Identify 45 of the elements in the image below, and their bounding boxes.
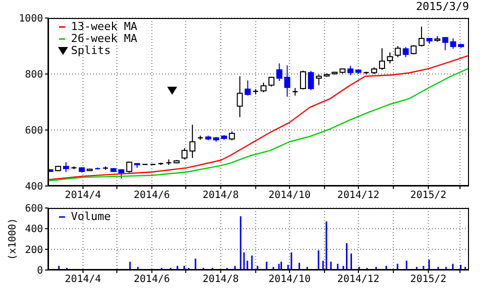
candlestick bbox=[244, 80, 251, 96]
y-tick-label: 1000 bbox=[18, 14, 43, 25]
candlestick bbox=[450, 38, 456, 50]
y-tick-label: 0 bbox=[36, 266, 43, 277]
x-tick-label: 2014/6 bbox=[134, 190, 170, 202]
candlestick bbox=[386, 52, 393, 64]
candlestick bbox=[189, 124, 196, 158]
y-tick-label: 400 bbox=[24, 182, 43, 193]
y-axis-title: (x1000) bbox=[8, 218, 19, 260]
y-tick-label: 200 bbox=[24, 244, 43, 256]
candlestick bbox=[300, 70, 306, 90]
y-tick-label: 600 bbox=[24, 204, 43, 215]
legend-label: 26-week MA bbox=[71, 32, 138, 45]
x-tick-label: 2014/4 bbox=[64, 190, 102, 202]
candlestick bbox=[118, 168, 124, 179]
x-tick-label: 2014/12 bbox=[337, 190, 380, 202]
candlestick bbox=[63, 162, 70, 172]
text: 2015/3/9 bbox=[416, 0, 469, 13]
candlestick bbox=[308, 70, 314, 91]
x-tick-label: 2014/10 bbox=[268, 274, 311, 286]
y-tick-label: 600 bbox=[24, 126, 43, 137]
candlestick bbox=[379, 48, 386, 70]
x-tick-label: 2014/8 bbox=[202, 274, 239, 286]
legend-label: 13-week MA bbox=[71, 20, 138, 33]
x-tick-label: 2015/2 bbox=[410, 190, 446, 202]
x-tick-label: 2014/12 bbox=[337, 274, 380, 286]
candlestick bbox=[394, 46, 401, 58]
candlestick bbox=[410, 44, 417, 55]
x-tick-label: 2014/4 bbox=[64, 274, 102, 286]
y-tick-label: 800 bbox=[24, 70, 43, 81]
x-tick-label: 2014/10 bbox=[268, 190, 311, 202]
candlestick bbox=[442, 36, 448, 51]
y-tick-label: 400 bbox=[24, 224, 43, 236]
x-tick-label: 2015/2 bbox=[410, 274, 446, 286]
candlestick bbox=[260, 82, 267, 93]
candlestick bbox=[126, 161, 132, 174]
candlestick bbox=[418, 26, 425, 48]
legend-label: Volume bbox=[71, 210, 111, 223]
legend-label: Splits bbox=[71, 44, 111, 57]
candlestick bbox=[182, 148, 188, 160]
x-tick-label: 2014/8 bbox=[202, 190, 239, 202]
candlestick bbox=[402, 46, 409, 58]
x-tick-label: 2014/6 bbox=[134, 274, 170, 286]
candlestick bbox=[236, 76, 243, 118]
candlestick bbox=[347, 65, 354, 76]
